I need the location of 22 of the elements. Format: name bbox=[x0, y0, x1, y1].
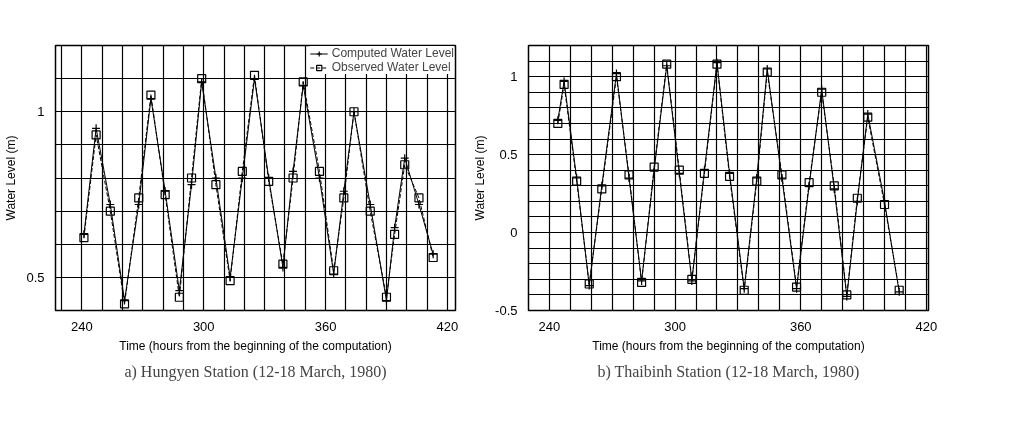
y-tick-label: 0.5 bbox=[499, 147, 518, 163]
y-axis-title: Water Level (m) bbox=[4, 135, 19, 221]
x-axis-title: Time (hours from the beginning of the computation) bbox=[119, 338, 392, 353]
y-tick-label: 1 bbox=[37, 104, 45, 120]
y-axis-title: Water Level (m) bbox=[473, 135, 488, 221]
x-tick-label: 420 bbox=[915, 318, 938, 334]
x-tick-label: 360 bbox=[789, 318, 812, 334]
y-tick-label: 1 bbox=[510, 69, 518, 85]
x-axis-title: Time (hours from the beginning of the computation) bbox=[592, 338, 865, 353]
legend-label: Computed Water Level bbox=[331, 46, 454, 60]
text: a) Hungyen Station (12-18 March, 1980) bbox=[124, 362, 387, 381]
x-tick-label: 300 bbox=[664, 318, 686, 334]
text: b) Thaibinh Station (12-18 March, 1980) bbox=[597, 362, 860, 381]
y-tick-label: 0 bbox=[510, 225, 518, 241]
legend-label: Observed Water Level bbox=[331, 60, 451, 74]
x-tick-label: 360 bbox=[314, 318, 337, 334]
x-tick-label: 240 bbox=[71, 318, 93, 334]
y-tick-label: 0.5 bbox=[26, 269, 45, 285]
y-tick-label: -0.5 bbox=[495, 303, 518, 318]
x-tick-label: 240 bbox=[538, 318, 561, 334]
x-tick-label: 300 bbox=[192, 318, 215, 334]
x-tick-label: 420 bbox=[436, 318, 459, 334]
